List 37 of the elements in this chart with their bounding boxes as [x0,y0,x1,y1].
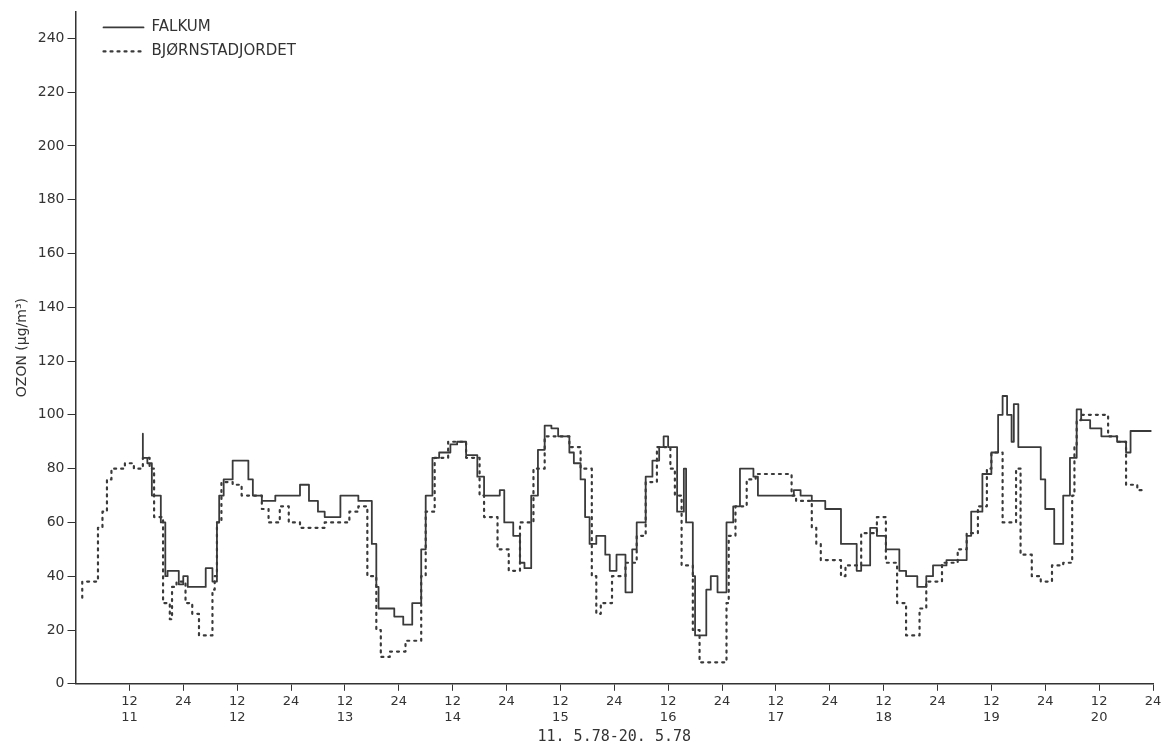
y-tick-label: 100 [37,405,65,422]
x-tick-label: 24 [821,692,839,708]
legend-label: BJØRNSTADJORDET [151,41,297,60]
y-tick-label: 60 [46,513,65,530]
x-tick-label: 24 [175,692,192,708]
x-tick-label: 12 13 [336,692,354,724]
y-tick-label: 40 [46,566,65,583]
x-tick-label: 12 15 [552,692,569,724]
x-tick-label: 12 17 [767,692,785,724]
x-tick-label: 24 [605,692,623,708]
y-tick-label: 220 [37,82,65,99]
x-tick-label: 24 [1144,692,1162,708]
y-tick-label: 140 [37,297,65,314]
x-tick-label: 24 [1036,692,1054,708]
x-tick-label: 24 [498,692,515,708]
y-tick-label: 120 [37,351,65,368]
x-tick-label: 24 [713,692,731,708]
x-tick-label: 12 11 [121,692,138,724]
x-tick-label: 12 14 [444,692,461,724]
y-tick-label: 80 [46,459,65,476]
y-tick-label: 0 [55,674,65,691]
x-tick-label: 24 [929,692,946,708]
x-tick-label: 24 [282,692,300,708]
x-tick-label: 12 16 [659,692,677,724]
x-tick-label: 24 [390,692,408,708]
y-tick-label: 180 [37,190,65,207]
y-axis-title: OZON (µg/m³) [13,297,30,398]
y-tick-label: 20 [46,620,65,637]
x-tick-label: 12 12 [228,692,246,724]
x-axis-title: 11. 5.78-20. 5.78 [537,726,692,745]
y-tick-label: 200 [37,136,65,153]
y-tick-label: 160 [37,244,65,261]
x-tick-label: 12 20 [1090,692,1108,724]
y-tick-label: 240 [37,28,65,45]
legend-label: FALKUM [151,17,211,36]
x-tick-label: 12 19 [983,692,1000,724]
x-tick-label: 12 18 [875,692,892,724]
